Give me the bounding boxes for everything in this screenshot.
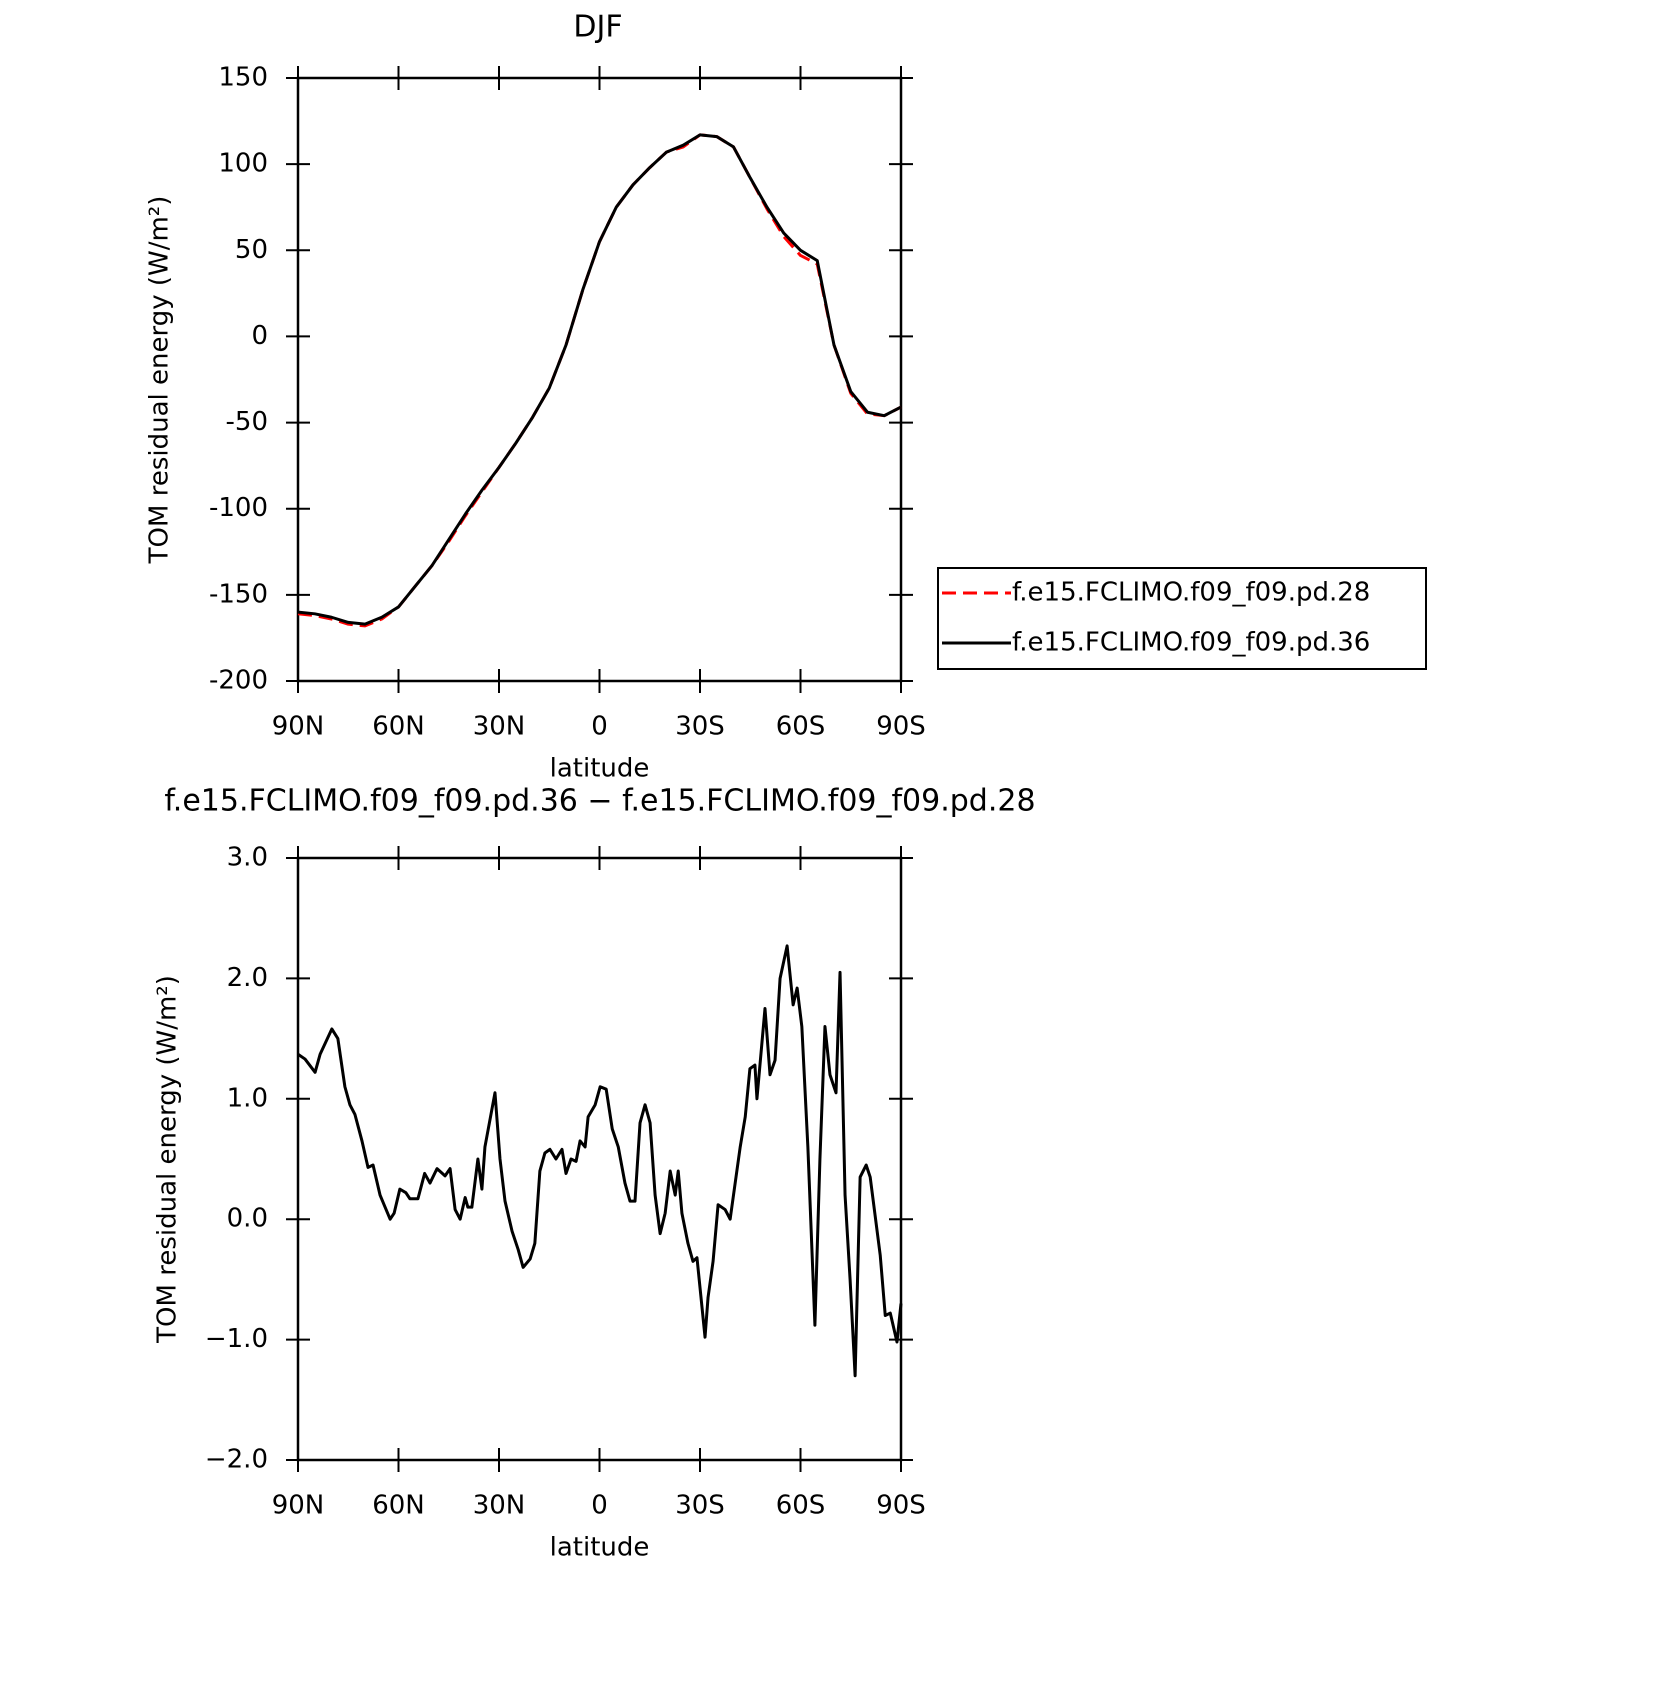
y-tick-label: 1.0 [227,1083,268,1113]
x-tick-label: 90N [272,1491,325,1521]
chart-title: DJF [573,10,622,45]
y-tick-label: 100 [218,149,268,179]
y-tick-label: −2.0 [205,1445,268,1475]
data-line [297,944,903,1378]
y-tick-label: 3.0 [227,843,268,873]
legend-box [937,567,1427,670]
legend-label: f.e15.FCLIMO.f09_f09.pd.28 [1012,578,1370,608]
data-line [297,133,902,626]
x-tick-label: 90S [876,1491,926,1521]
x-tick-label: 90N [272,712,325,742]
y-axis-label: TOM residual energy (W/m²) [153,975,183,1344]
x-tick-label: 30N [473,1491,526,1521]
y-tick-label: 50 [235,235,268,265]
legend-label: f.e15.FCLIMO.f09_f09.pd.36 [1012,628,1370,658]
data-line [297,133,902,628]
x-tick-label: 0 [591,712,608,742]
plot-frame [296,856,903,1462]
y-tick-label: -100 [209,493,268,523]
y-tick-label: 0 [251,321,268,351]
y-tick-label: -150 [209,579,268,609]
x-tick-label: 0 [591,1491,608,1521]
y-tick-label: -50 [226,407,268,437]
x-tick-label: 30S [675,1491,725,1521]
x-axis-label: latitude [550,1533,650,1563]
x-tick-label: 30S [675,712,725,742]
y-tick-label: 2.0 [227,963,268,993]
x-tick-label: 60N [372,712,425,742]
x-tick-label: 90S [876,712,926,742]
x-tick-label: 30N [473,712,526,742]
chart-title: f.e15.FCLIMO.f09_f09.pd.36 − f.e15.FCLIM… [164,784,1035,819]
plot-frame [296,76,903,683]
y-tick-label: −1.0 [205,1324,268,1354]
y-tick-label: 150 [218,63,268,93]
x-axis-label: latitude [550,754,650,784]
y-tick-label: 0.0 [227,1204,268,1234]
y-tick-label: -200 [209,666,268,696]
x-tick-label: 60S [776,712,826,742]
y-axis-label: TOM residual energy (W/m²) [145,196,175,565]
x-tick-label: 60N [372,1491,425,1521]
x-tick-label: 60S [776,1491,826,1521]
